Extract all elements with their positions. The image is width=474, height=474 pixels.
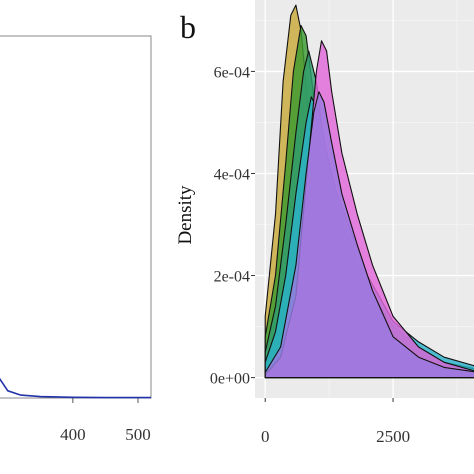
panel-b-y-tick-label: 2e-04 (214, 269, 250, 286)
panel-b-y-tick-label: 4e-04 (214, 166, 250, 183)
panel-b-series-layer (264, 4, 474, 379)
panel-b-x-tick-label: 0 (261, 427, 270, 446)
panel-b-density-area-5 (264, 91, 474, 379)
panel-a-series-line-0 (0, 377, 151, 399)
panel-a-series-layer (0, 377, 151, 399)
panel-b-x-tick-label: 2500 (376, 427, 410, 446)
panel-b-y-axis-title: Density (175, 185, 196, 245)
panel-b-label: b (180, 9, 196, 45)
panel-a-x-tick-label: 400 (60, 425, 86, 444)
panel-b-y-tick-label: 6e-04 (214, 64, 250, 81)
panel-b: b Density 0e+00 2e-04 4e-04 6e-04 0 2500 (175, 0, 474, 446)
panel-b-y-tick-label: 0e+00 (210, 371, 250, 388)
panel-a-plot-frame (0, 35, 152, 399)
panel-b-x-axis: 0 2500 (261, 398, 410, 446)
panel-b-y-axis: 0e+00 2e-04 4e-04 6e-04 (210, 64, 255, 388)
panel-a: 400 500 (0, 35, 152, 444)
panel-a-x-axis: 400 500 (60, 398, 151, 444)
panel-a-x-tick-label: 500 (125, 425, 151, 444)
